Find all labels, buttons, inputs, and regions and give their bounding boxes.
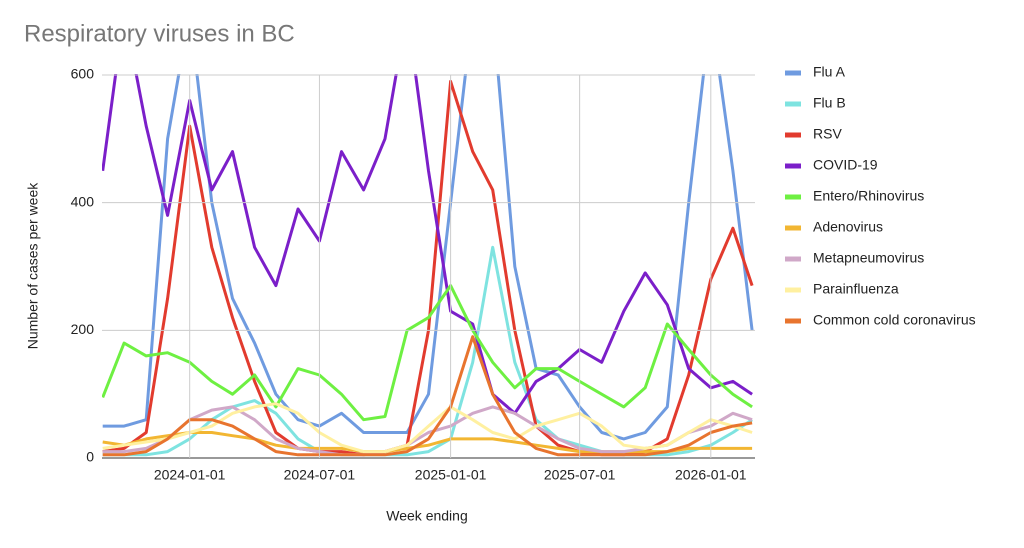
- legend-label: Metapneumovirus: [813, 250, 924, 266]
- y-axis-label: Number of cases per week: [25, 182, 41, 350]
- legend-label: Adenovirus: [813, 219, 883, 235]
- series-line: [102, 402, 753, 454]
- y-tick-label: 200: [71, 321, 95, 337]
- x-tick-label: 2024-01-01: [154, 467, 226, 483]
- series-line: [102, 431, 753, 454]
- chart-title: Respiratory viruses in BC: [24, 20, 295, 47]
- legend-label: Entero/Rhinovirus: [813, 188, 924, 204]
- legend-label: RSV: [813, 126, 842, 142]
- x-axis-label: Week ending: [386, 508, 467, 524]
- series-line: [102, 335, 753, 457]
- legend-label: Parainfluenza: [813, 281, 899, 297]
- legend-label: Common cold coronavirus: [813, 312, 976, 328]
- x-tick-label: 2024-07-01: [284, 467, 356, 483]
- y-tick-label: 600: [71, 66, 95, 82]
- series-line: [102, 284, 753, 422]
- x-tick-label: 2025-07-01: [544, 467, 616, 483]
- series-line: [102, 74, 753, 415]
- x-tick-label: 2025-01-01: [415, 467, 487, 483]
- legend-label: Flu B: [813, 95, 846, 111]
- y-tick-label: 400: [71, 193, 95, 209]
- legend-label: Flu A: [813, 64, 846, 80]
- legend-label: COVID-19: [813, 157, 878, 173]
- x-tick-label: 2026-01-01: [675, 467, 747, 483]
- plot-area: [102, 74, 754, 457]
- y-tick-label: 0: [86, 449, 94, 465]
